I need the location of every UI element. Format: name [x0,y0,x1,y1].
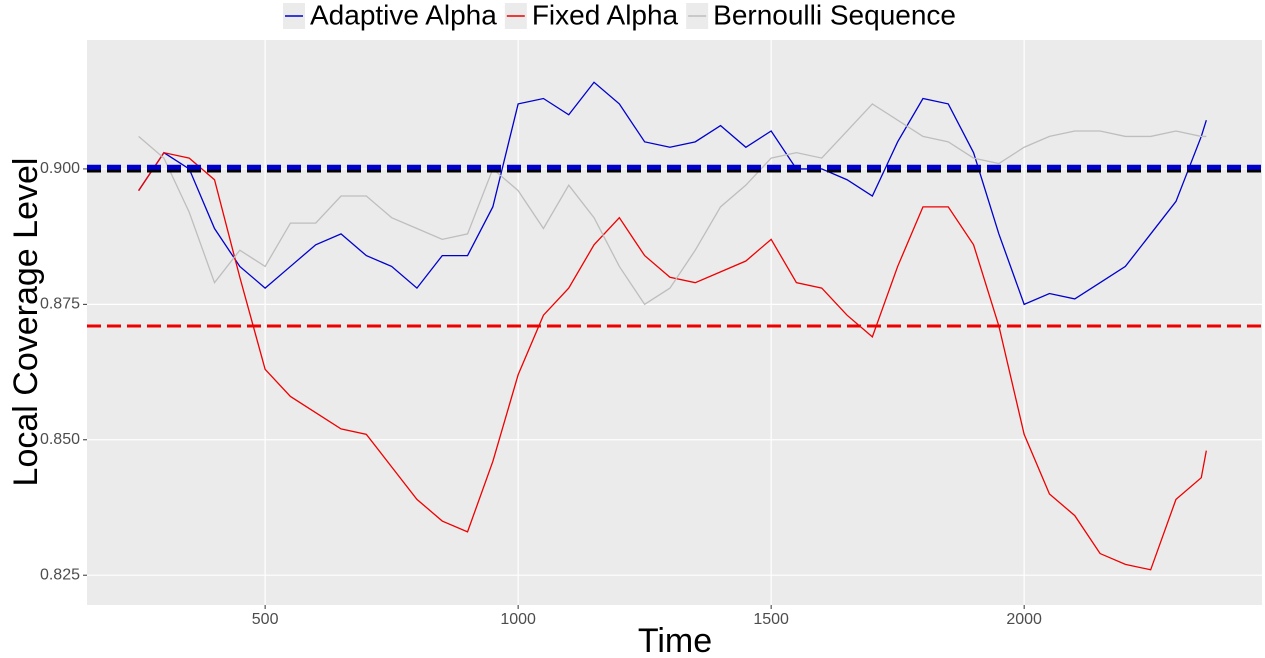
x-tick-label: 500 [252,611,279,628]
legend-label: Adaptive Alpha [310,0,497,30]
series-line [138,81,1207,306]
plot-panel [87,40,1262,605]
legend-label: Bernoulli Sequence [713,0,956,30]
legend: Adaptive Alpha Fixed Alpha Bernoulli Seque… [283,0,956,30]
y-tick-label: 0.825 [40,566,80,583]
x-tick-label: 1500 [753,611,789,628]
x-tick-label: 1000 [500,611,536,628]
y-tick-label: 0.875 [40,296,80,313]
series-line [138,151,1207,571]
series-line [138,103,1207,306]
x-tick-label: 2000 [1006,611,1042,628]
legend-label: Fixed Alpha [532,0,679,30]
x-axis-title: Time [638,622,712,658]
y-tick-label: 0.900 [40,160,80,177]
y-axis-title: Local Coverage Level [7,158,45,487]
y-tick-label: 0.850 [40,431,80,448]
